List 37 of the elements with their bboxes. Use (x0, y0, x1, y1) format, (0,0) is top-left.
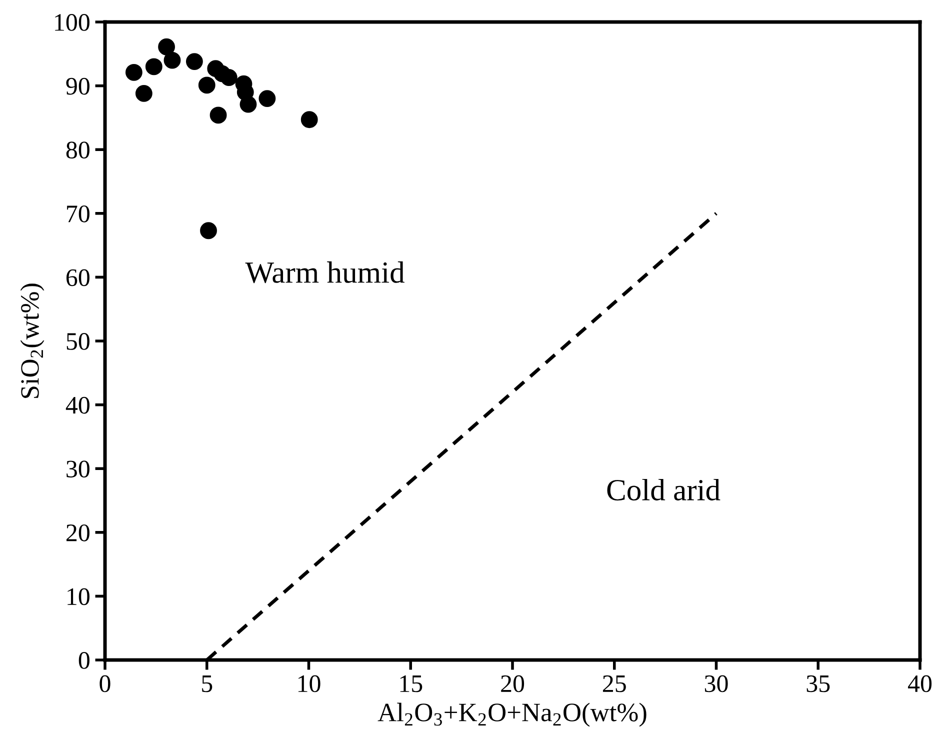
y-tick-label: 80 (66, 142, 90, 159)
y-tick-label: 10 (68, 588, 90, 606)
point (198, 76, 216, 94)
x-tick-label: 5 (202, 676, 212, 692)
y-tick-label: 100 (55, 14, 90, 31)
x-tick-label: 15 (400, 675, 422, 692)
x-tick-label: 0 (100, 675, 110, 692)
y-tick-label: 0 (78, 652, 90, 669)
y-tick-label: 30 (66, 460, 90, 478)
point (240, 96, 257, 113)
point (300, 111, 318, 128)
point (258, 90, 276, 108)
annotation: Cold arid (607, 478, 720, 500)
annotation: Warm humid (245, 261, 404, 284)
point (164, 52, 181, 69)
point (145, 58, 162, 76)
y-tick-label: 40 (66, 396, 90, 414)
x-tick-label: 40 (908, 675, 932, 692)
text: Al$_{2}$O$_{3}$+K$_{2}$O+Na$_{2}$O(wt%) (378, 702, 646, 727)
x-tick-label: 30 (704, 675, 728, 692)
point (135, 84, 152, 102)
y-axis-title: SiO$_{2}$(wt%) (20, 284, 44, 398)
point (158, 38, 175, 56)
x-tick-label: 20 (501, 675, 524, 692)
y-tick-label: 50 (66, 333, 90, 350)
y-tick-label: 60 (66, 269, 90, 286)
point (186, 53, 203, 70)
y-tick-label: 20 (66, 524, 90, 542)
point (200, 222, 217, 240)
y-tick-label: 90 (66, 78, 90, 95)
point (220, 69, 238, 86)
x-tick-label: 35 (806, 675, 830, 692)
y-tick-label: 70 (67, 205, 90, 222)
point (125, 64, 142, 81)
x-tick-label: 25 (602, 675, 626, 692)
x-tick-label: 10 (298, 675, 320, 692)
point (210, 106, 227, 124)
